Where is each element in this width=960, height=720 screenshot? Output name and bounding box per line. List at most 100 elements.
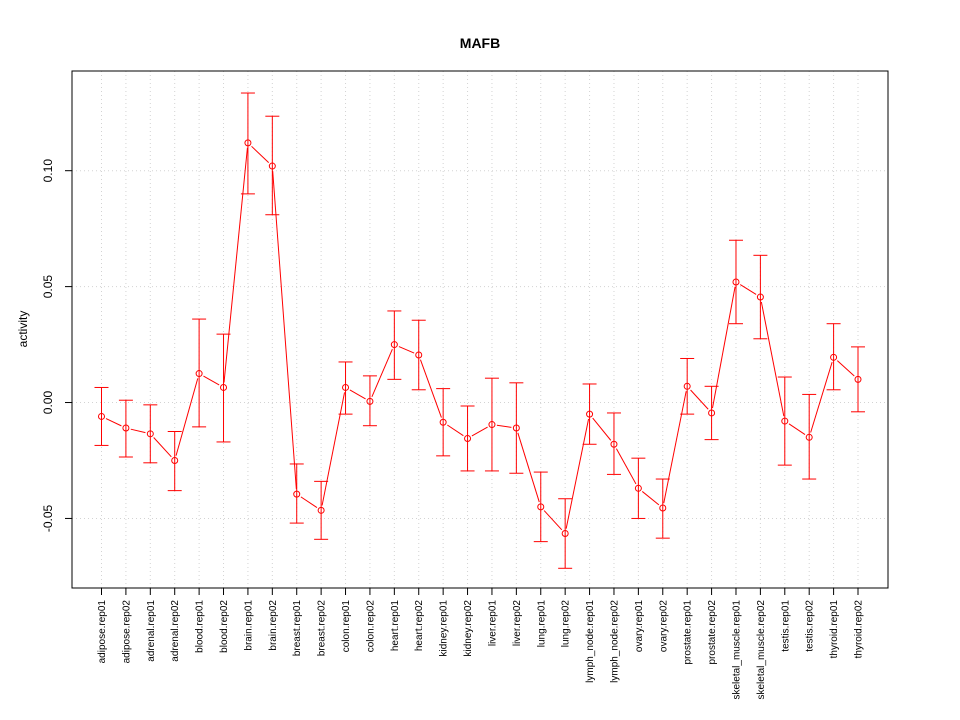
series-segment <box>663 391 687 504</box>
x-tick-label: lung.rep01 <box>536 600 547 648</box>
series-segment <box>251 145 270 163</box>
data-point <box>98 412 105 420</box>
data-point <box>488 421 496 429</box>
data-point <box>464 434 472 442</box>
x-tick-label: brain.rep02 <box>268 600 279 651</box>
data-point <box>537 503 545 511</box>
x-tick-label: prostate.rep01 <box>683 600 694 665</box>
series-segment <box>592 417 612 441</box>
series-segment <box>153 437 172 458</box>
series-segment <box>690 389 709 410</box>
data-point <box>854 375 862 383</box>
x-tick-label: skeletal_muscle.rep01 <box>731 600 742 700</box>
series-segment <box>300 496 318 508</box>
x-tick-label: kidney.rep02 <box>463 600 474 657</box>
series-segment <box>496 424 512 428</box>
x-tick-label: thyroid.rep01 <box>829 600 840 659</box>
x-tick-label: blood.rep01 <box>195 600 206 653</box>
data-point <box>659 504 667 512</box>
series-segment <box>641 491 660 506</box>
series-segment <box>272 171 297 490</box>
data-point <box>317 506 325 514</box>
chart-title: MAFB <box>460 35 500 51</box>
y-axis-label: activity <box>16 311 30 348</box>
grid-lines <box>72 71 888 588</box>
data-point <box>561 530 569 538</box>
y-axis: -0.05 0.00 0.05 0.10 <box>41 159 72 532</box>
series-segment <box>175 378 199 456</box>
x-tick-label: colon.rep02 <box>365 600 376 653</box>
series-segment <box>105 418 122 427</box>
data-point <box>122 424 130 432</box>
y-tick-label: 0.05 <box>41 275 55 299</box>
x-tick-label: testis.rep02 <box>805 600 816 652</box>
series-segment <box>349 389 366 400</box>
x-tick-label: thyroid.rep02 <box>854 600 865 659</box>
data-point <box>366 397 374 405</box>
series-segment <box>130 428 146 434</box>
series-segment <box>788 423 806 435</box>
y-tick-label: -0.05 <box>41 504 55 532</box>
series-segment <box>419 359 442 418</box>
data-point <box>512 424 520 432</box>
series-segment <box>760 301 785 417</box>
series-segment <box>836 360 855 377</box>
data-point <box>390 341 398 349</box>
x-tick-label: lung.rep02 <box>561 600 572 648</box>
x-tick-label: lymph_node.rep01 <box>585 600 596 683</box>
data-point <box>268 162 276 170</box>
data-point <box>195 370 203 378</box>
series-segment <box>565 418 590 529</box>
x-tick-label: adrenal.rep02 <box>170 600 181 662</box>
series-segment <box>471 426 488 437</box>
series-segment <box>447 424 464 437</box>
series-segment <box>371 348 393 397</box>
series-segment <box>223 147 248 383</box>
data-point <box>610 440 618 448</box>
plot-frame <box>71 70 889 589</box>
y-tick-label: 0.10 <box>41 159 55 183</box>
series-segment <box>810 361 833 433</box>
data-point <box>244 139 252 147</box>
series-segment <box>203 375 220 386</box>
data-point <box>220 383 228 391</box>
series-activity <box>94 92 865 569</box>
data-point <box>415 351 423 359</box>
x-tick-label: colon.rep01 <box>341 600 352 653</box>
data-point <box>293 490 301 498</box>
data-point <box>586 410 594 418</box>
x-tick-label: breast.rep02 <box>317 600 328 657</box>
x-tick-label: breast.rep01 <box>292 600 303 657</box>
series-segment <box>739 284 757 295</box>
data-point <box>830 353 838 361</box>
x-tick-label: liver.rep01 <box>487 600 498 647</box>
data-point <box>439 418 447 426</box>
x-tick-label: ovary.rep02 <box>658 600 669 653</box>
x-tick-label: testis.rep01 <box>780 600 791 652</box>
x-tick-label: blood.rep02 <box>219 600 230 653</box>
series-segment <box>517 432 540 503</box>
series-segment <box>615 448 637 485</box>
x-tick-label: liver.rep02 <box>512 600 523 647</box>
data-point <box>683 382 691 390</box>
data-point <box>634 484 642 492</box>
x-tick-label: adipose.rep01 <box>97 600 108 664</box>
x-tick-label: lymph_node.rep02 <box>609 600 620 683</box>
x-axis: adipose.rep01 adipose.rep02 adrenal.rep01 a… <box>97 588 865 700</box>
series-segment <box>321 392 346 506</box>
x-tick-label: brain.rep01 <box>243 600 254 651</box>
x-tick-label: ovary.rep01 <box>634 600 645 653</box>
data-point <box>342 383 350 391</box>
y-tick-label: 0.00 <box>41 391 55 415</box>
data-point <box>732 278 740 286</box>
data-point <box>805 433 813 441</box>
x-tick-label: prostate.rep02 <box>707 600 718 665</box>
data-point <box>756 293 764 301</box>
data-point <box>708 409 716 417</box>
x-tick-label: heart.rep02 <box>414 600 425 652</box>
x-tick-label: skeletal_muscle.rep02 <box>756 600 767 700</box>
data-point <box>171 456 179 464</box>
x-tick-label: heart.rep01 <box>390 600 401 652</box>
series-segment <box>398 346 415 354</box>
